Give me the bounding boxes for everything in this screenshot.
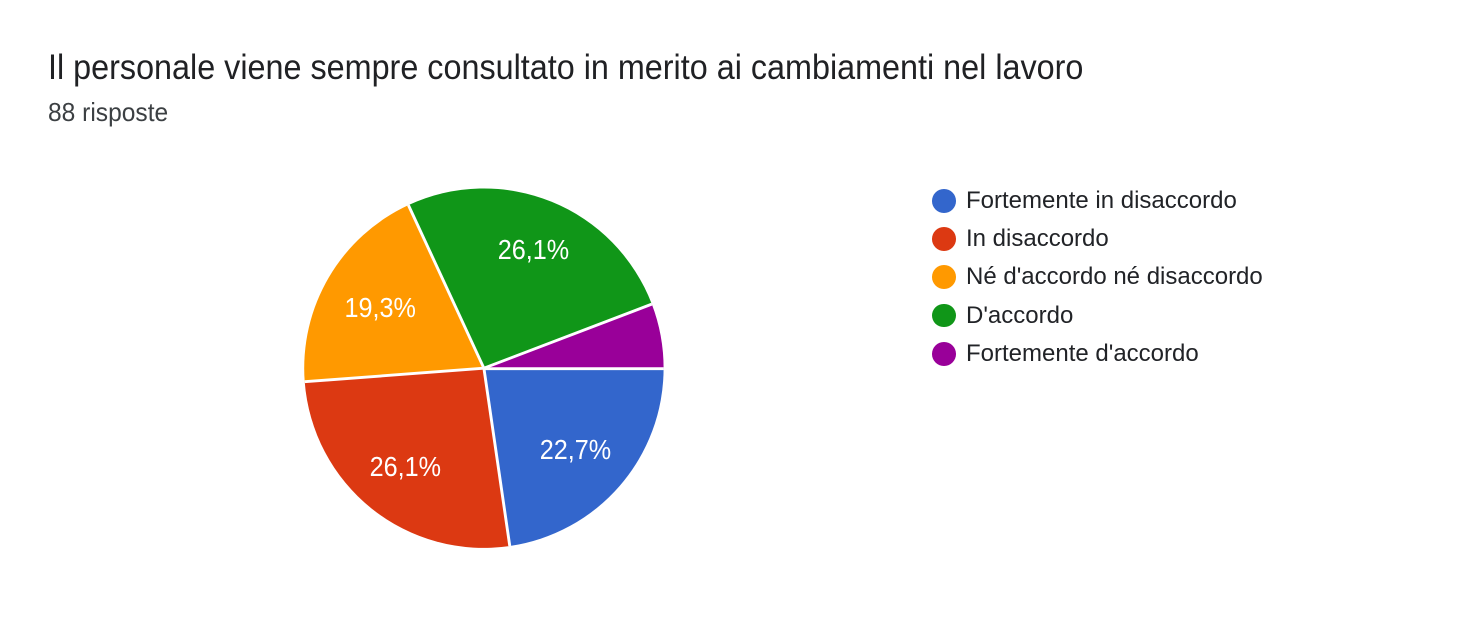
svg-text:26,1%: 26,1% (370, 451, 441, 483)
svg-text:19,3%: 19,3% (344, 292, 415, 324)
svg-text:26,1%: 26,1% (498, 234, 569, 266)
svg-text:22,7%: 22,7% (540, 434, 611, 466)
